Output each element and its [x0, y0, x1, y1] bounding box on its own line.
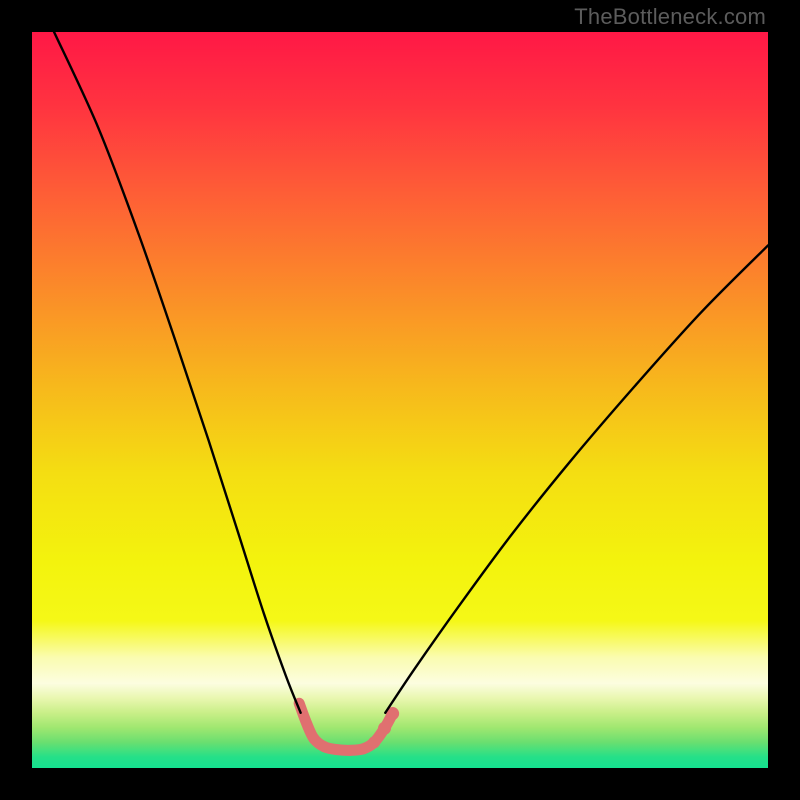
- valley-dot: [308, 733, 319, 744]
- valley-dot: [358, 743, 369, 754]
- plot-area: [32, 32, 768, 768]
- curve-right-branch: [385, 245, 768, 712]
- valley-dot: [378, 722, 391, 735]
- valley-dot: [344, 745, 355, 756]
- valley-dot: [331, 744, 342, 755]
- watermark-text: TheBottleneck.com: [574, 4, 766, 30]
- chart-svg: [32, 32, 768, 768]
- curve-left-branch: [54, 32, 301, 713]
- valley-dot: [368, 736, 380, 748]
- valley-dot: [319, 741, 330, 752]
- stage: TheBottleneck.com: [0, 0, 800, 800]
- valley-dot: [302, 718, 312, 728]
